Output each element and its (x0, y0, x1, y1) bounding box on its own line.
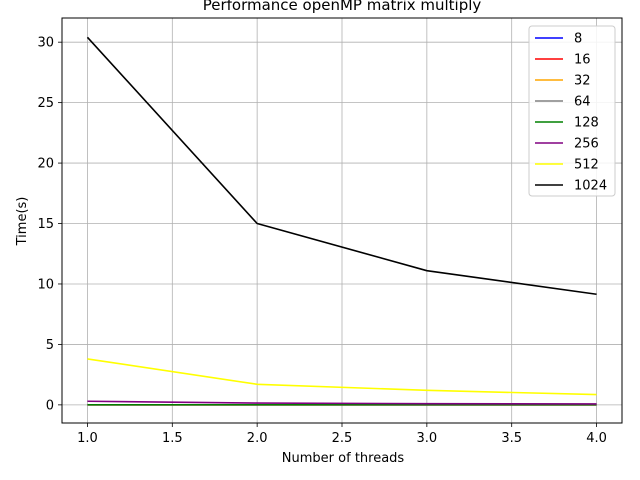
x-tick-label: 3.5 (501, 431, 522, 446)
legend-box (528, 25, 616, 197)
series-lines (86, 36, 597, 406)
legend: 8 16 32 64 128 256 512 1024 (528, 25, 616, 197)
legend-label-128: 128 (574, 116, 599, 131)
x-tick-label: 1.5 (162, 431, 183, 446)
series-line-1024 (86, 36, 597, 296)
chart-title: Performance openMP matrix multiply (203, 0, 482, 14)
legend-label-256: 256 (574, 137, 599, 152)
y-tick-label: 5 (46, 338, 54, 353)
x-tick-label: 2.0 (247, 431, 268, 446)
legend-label-8: 8 (574, 32, 582, 47)
y-tick-label: 10 (37, 277, 54, 292)
legend-label-1024: 1024 (574, 179, 607, 194)
y-tick-label: 30 (37, 36, 54, 51)
x-tick-label: 3.0 (417, 431, 438, 446)
legend-label-512: 512 (574, 158, 599, 173)
legend-label-32: 32 (574, 74, 591, 89)
series-line-256 (87, 400, 597, 405)
x-tick-label: 2.5 (332, 431, 353, 446)
y-tick-label: 0 (46, 398, 54, 413)
x-tick-label: 4.0 (586, 431, 607, 446)
y-tick-label: 20 (37, 157, 54, 172)
y-tick-label: 25 (37, 96, 54, 111)
x-axis-label: Number of threads (282, 451, 405, 466)
x-tick-label: 1.0 (77, 431, 98, 446)
y-axis-ticks: 0 5 10 15 20 25 30 (37, 36, 62, 413)
x-axis-ticks: 1.0 1.5 2.0 2.5 3.0 3.5 4.0 (77, 423, 607, 446)
y-tick-label: 15 (37, 217, 54, 232)
legend-label-64: 64 (574, 95, 591, 110)
legend-label-16: 16 (574, 53, 591, 68)
y-axis-label: Time(s) (15, 197, 30, 247)
series-line-512 (87, 358, 597, 396)
